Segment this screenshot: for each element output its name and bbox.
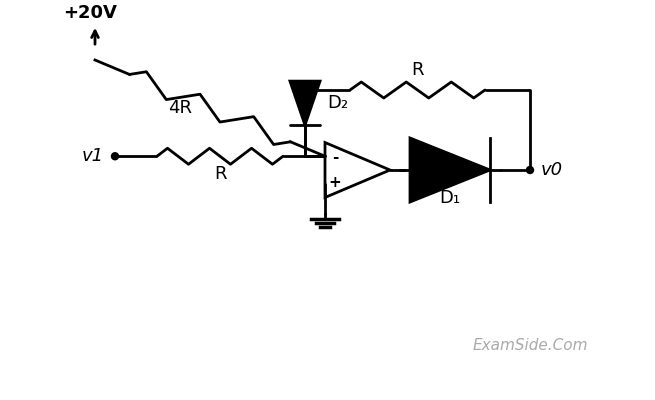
Polygon shape <box>410 138 490 202</box>
Text: +20V: +20V <box>63 4 117 22</box>
Polygon shape <box>290 81 320 125</box>
Text: +: + <box>329 174 341 190</box>
Text: -: - <box>332 150 338 166</box>
Text: D₁: D₁ <box>440 189 460 207</box>
Circle shape <box>111 153 119 160</box>
Text: 4R: 4R <box>168 99 192 117</box>
Polygon shape <box>325 142 390 198</box>
Text: v1: v1 <box>82 147 104 165</box>
Text: ExamSide.Com: ExamSide.Com <box>472 338 588 352</box>
Text: D₂: D₂ <box>327 94 348 112</box>
Text: v0: v0 <box>541 161 563 179</box>
Text: R: R <box>411 61 424 79</box>
Text: R: R <box>214 165 226 183</box>
Circle shape <box>527 166 534 174</box>
